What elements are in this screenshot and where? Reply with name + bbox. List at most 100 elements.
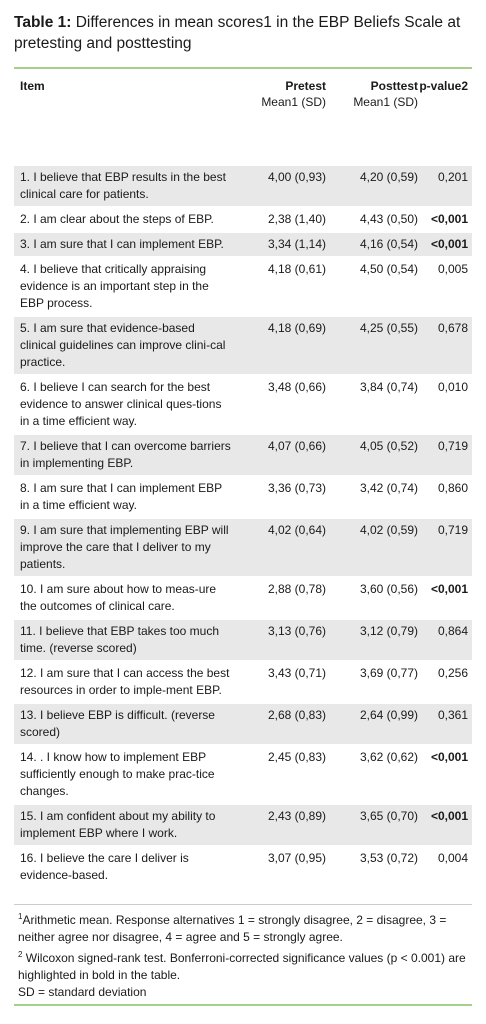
- item-cell: 7. I believe that I can overcome barrier…: [20, 439, 231, 470]
- table-row: 11. I believe that EBP takes too much ti…: [14, 620, 472, 662]
- item-cell: 14. . I know how to implement EBP suffic…: [20, 750, 215, 798]
- table-row: 8. I am sure that I can implement EBP in…: [14, 477, 472, 519]
- header-item: Item: [20, 79, 45, 93]
- table-row: 14. . I know how to implement EBP suffic…: [14, 746, 472, 805]
- item-cell: 15. I am confident about my ability to i…: [20, 809, 216, 840]
- posttest-cell: 3,84 (0,74): [359, 380, 418, 394]
- table-row: 16. I believe the care I deliver is evid…: [14, 847, 472, 889]
- posttest-cell: 3,69 (0,77): [359, 666, 418, 680]
- pretest-cell: 3,34 (1,14): [267, 237, 326, 251]
- item-cell: 6. I believe I can search for the best e…: [20, 380, 222, 428]
- pretest-cell: 3,13 (0,76): [267, 624, 326, 638]
- item-cell: 3. I am sure that I can implement EBP.: [20, 237, 224, 251]
- caption-label: Table 1:: [14, 14, 72, 31]
- table-row: 7. I believe that I can overcome barrier…: [14, 435, 472, 477]
- table-row: 9. I am sure that implementing EBP will …: [14, 519, 472, 578]
- posttest-cell: 4,50 (0,54): [359, 262, 418, 276]
- posttest-cell: 4,05 (0,52): [359, 439, 418, 453]
- pretest-cell: 2,43 (0,89): [267, 809, 326, 823]
- pvalue-cell: 0,678: [437, 321, 468, 335]
- posttest-cell: 3,62 (0,62): [359, 750, 418, 764]
- pvalue-cell: <0,001: [430, 582, 468, 596]
- item-cell: 13. I believe EBP is difficult. (reverse…: [20, 708, 215, 739]
- table-notes: 1Arithmetic mean. Response alternatives …: [14, 908, 472, 1001]
- table-row: 1. I believe that EBP results in the bes…: [14, 166, 472, 208]
- pretest-cell: 4,18 (0,61): [267, 262, 326, 276]
- pvalue-cell: 0,004: [437, 851, 468, 865]
- table-row: 15. I am confident about my ability to i…: [14, 805, 472, 847]
- header-posttest-sub: Mean1 (SD): [353, 95, 418, 109]
- table-body: 1. I believe that EBP results in the bes…: [14, 166, 472, 889]
- pretest-cell: 3,43 (0,71): [267, 666, 326, 680]
- posttest-cell: 4,20 (0,59): [359, 170, 418, 184]
- note-3: SD = standard deviation: [18, 985, 147, 999]
- pretest-cell: 4,07 (0,66): [267, 439, 326, 453]
- note-2-marker: 2: [18, 950, 23, 959]
- item-cell: 9. I am sure that implementing EBP will …: [20, 523, 229, 571]
- pvalue-cell: 0,860: [437, 481, 468, 495]
- pretest-cell: 2,88 (0,78): [267, 582, 326, 596]
- pvalue-cell: 0,864: [437, 624, 468, 638]
- pvalue-cell: <0,001: [430, 237, 468, 251]
- item-cell: 4. I believe that critically appraising …: [20, 262, 209, 310]
- posttest-cell: 3,53 (0,72): [359, 851, 418, 865]
- item-cell: 5. I am sure that evidence-based clinica…: [20, 321, 226, 369]
- header-pretest: Pretest Mean1 (SD): [238, 78, 326, 110]
- notes-separator: [14, 904, 472, 905]
- table-header: Item Pretest Mean1 (SD) Posttest Mean1 (…: [14, 78, 472, 118]
- item-cell: 11. I believe that EBP takes too much ti…: [20, 624, 220, 655]
- bottom-rule: [14, 1004, 472, 1006]
- pretest-cell: 3,07 (0,95): [267, 851, 326, 865]
- pretest-cell: 4,02 (0,64): [267, 523, 326, 537]
- pretest-cell: 2,45 (0,83): [267, 750, 326, 764]
- pvalue-cell: 0,719: [437, 523, 468, 537]
- posttest-cell: 4,25 (0,55): [359, 321, 418, 335]
- header-pretest-sub: Mean1 (SD): [261, 95, 326, 109]
- note-2: 2 Wilcoxon signed-rank test. Bonferroni-…: [18, 946, 472, 984]
- posttest-cell: 2,64 (0,99): [359, 708, 418, 722]
- pvalue-cell: 0,719: [437, 439, 468, 453]
- pvalue-cell: <0,001: [430, 809, 468, 823]
- table-row: 13. I believe EBP is difficult. (reverse…: [14, 704, 472, 746]
- pretest-cell: 4,18 (0,69): [267, 321, 326, 335]
- pvalue-cell: 0,010: [437, 380, 468, 394]
- table-row: 10. I am sure about how to meas-ure the …: [14, 578, 472, 620]
- table-row: 2. I am clear about the steps of EBP. 2,3…: [14, 208, 472, 233]
- item-cell: 16. I believe the care I deliver is evid…: [20, 851, 189, 882]
- pvalue-cell: 0,005: [437, 262, 468, 276]
- posttest-cell: 4,02 (0,59): [359, 523, 418, 537]
- item-cell: 8. I am sure that I can implement EBP in…: [20, 481, 222, 512]
- posttest-cell: 3,12 (0,79): [359, 624, 418, 638]
- caption-text: Differences in mean scores1 in the EBP B…: [14, 14, 461, 52]
- table-row: 4. I believe that critically appraising …: [14, 258, 472, 317]
- table-row: 6. I believe I can search for the best e…: [14, 376, 472, 435]
- top-rule: [14, 67, 472, 69]
- pretest-cell: 2,38 (1,40): [267, 212, 326, 226]
- header-pvalue: p-value2: [419, 79, 468, 93]
- header-pretest-title: Pretest: [285, 79, 326, 93]
- table-row: 3. I am sure that I can implement EBP. 3,…: [14, 233, 472, 258]
- header-posttest-title: Posttest: [370, 79, 418, 93]
- header-posttest: Posttest Mean1 (SD): [330, 78, 418, 110]
- pvalue-cell: <0,001: [430, 212, 468, 226]
- pretest-cell: 3,36 (0,73): [267, 481, 326, 495]
- table-row: 5. I am sure that evidence-based clinica…: [14, 317, 472, 376]
- pvalue-cell: 0,361: [437, 708, 468, 722]
- pvalue-cell: <0,001: [430, 750, 468, 764]
- pvalue-cell: 0,201: [437, 170, 468, 184]
- note-1-marker: 1: [18, 912, 23, 921]
- item-cell: 2. I am clear about the steps of EBP.: [20, 212, 214, 226]
- posttest-cell: 4,43 (0,50): [359, 212, 418, 226]
- item-cell: 10. I am sure about how to meas-ure the …: [20, 582, 217, 613]
- pvalue-cell: 0,256: [437, 666, 468, 680]
- item-cell: 12. I am sure that I can access the best…: [20, 666, 230, 697]
- note-1-text: Arithmetic mean. Response alternatives 1…: [18, 913, 447, 944]
- table-caption: Table 1: Differences in mean scores1 in …: [14, 12, 472, 54]
- posttest-cell: 3,65 (0,70): [359, 809, 418, 823]
- note-2-text: Wilcoxon signed-rank test. Bonferroni-co…: [18, 951, 466, 982]
- posttest-cell: 4,16 (0,54): [359, 237, 418, 251]
- item-cell: 1. I believe that EBP results in the bes…: [20, 170, 226, 201]
- pretest-cell: 4,00 (0,93): [267, 170, 326, 184]
- note-1: 1Arithmetic mean. Response alternatives …: [18, 908, 472, 946]
- posttest-cell: 3,42 (0,74): [359, 481, 418, 495]
